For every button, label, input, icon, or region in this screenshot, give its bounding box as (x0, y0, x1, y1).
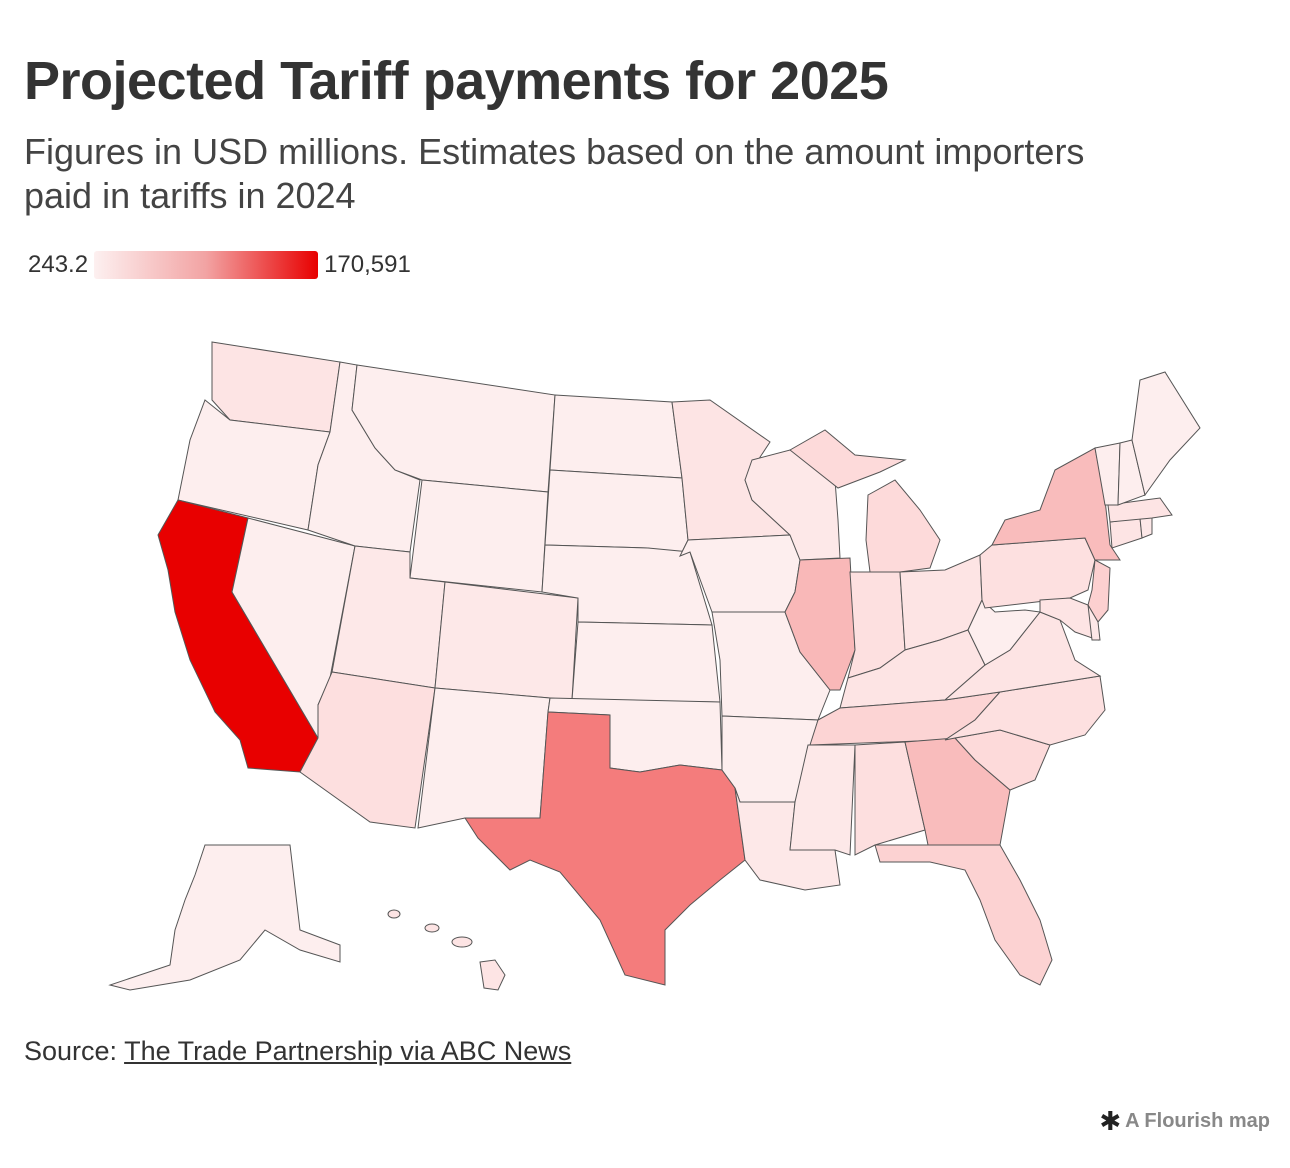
state-kansas[interactable] (571, 621, 721, 703)
us-choropleth-map (108, 341, 1201, 991)
state-north-carolina[interactable] (944, 675, 1106, 746)
map-subtitle: Figures in USD millions. Estimates based… (24, 131, 1085, 216)
source-note: Source: The Trade Partnership via ABC Ne… (24, 1036, 571, 1067)
legend-min-label: 243.2 (28, 251, 89, 278)
map-title: Projected Tariff payments for 2025 (24, 51, 889, 111)
state-washington[interactable] (211, 341, 341, 433)
state-florida[interactable] (874, 844, 1053, 986)
state-texas[interactable] (464, 711, 746, 986)
state-colorado[interactable] (434, 581, 579, 701)
state-hawaii-islands[interactable] (387, 909, 401, 919)
state-pennsylvania[interactable] (979, 537, 1096, 609)
state-hawaii[interactable] (479, 959, 506, 991)
flourish-credit[interactable]: ✱ A Flourish map (1099, 1106, 1270, 1137)
state-maine[interactable] (1131, 371, 1201, 497)
source-link[interactable]: The Trade Partnership via ABC News (124, 1036, 572, 1066)
state-delaware[interactable] (1087, 604, 1101, 641)
state-hawaii-islands[interactable] (424, 923, 440, 933)
state-michigan-upper[interactable] (789, 429, 907, 489)
state-south-dakota[interactable] (544, 469, 689, 557)
state-wyoming[interactable] (409, 479, 549, 593)
state-rhode-island[interactable] (1139, 517, 1153, 539)
state-connecticut[interactable] (1109, 517, 1143, 549)
source-prefix: Source: (24, 1036, 125, 1066)
asterisk-icon: ✱ (1099, 1106, 1122, 1136)
state-maryland[interactable] (1039, 597, 1099, 641)
legend-gradient-bar (94, 251, 319, 279)
state-new-mexico[interactable] (417, 687, 551, 829)
state-north-dakota[interactable] (549, 394, 683, 479)
state-michigan[interactable] (865, 479, 941, 573)
state-alaska[interactable] (108, 844, 341, 991)
state-hawaii-islands[interactable] (451, 936, 473, 948)
color-legend: 243.2 170,591 (28, 250, 411, 280)
state-alabama[interactable] (854, 741, 926, 856)
state-massachusetts[interactable] (1107, 497, 1173, 523)
legend-max-label: 170,591 (324, 251, 411, 278)
credit-label: A Flourish map (1125, 1110, 1270, 1132)
